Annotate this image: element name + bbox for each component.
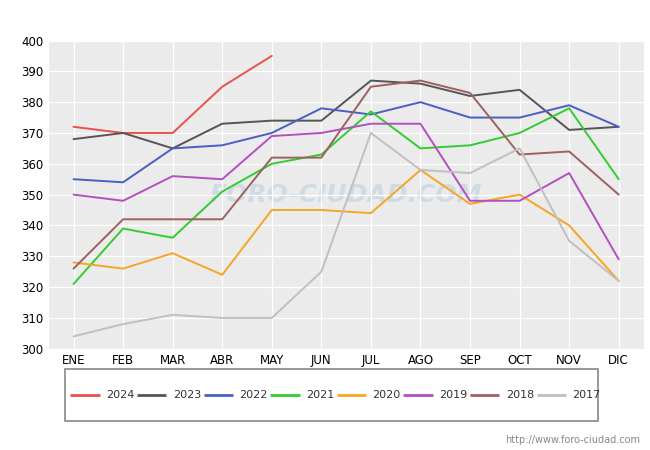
Text: http://www.foro-ciudad.com: http://www.foro-ciudad.com bbox=[505, 435, 640, 445]
FancyBboxPatch shape bbox=[65, 369, 598, 421]
Text: 2018: 2018 bbox=[506, 390, 534, 400]
Text: FORO-CIUDAD.COM: FORO-CIUDAD.COM bbox=[210, 183, 482, 207]
Text: 2020: 2020 bbox=[372, 390, 401, 400]
Text: 2022: 2022 bbox=[239, 390, 268, 400]
Text: 2023: 2023 bbox=[173, 390, 201, 400]
Text: 2024: 2024 bbox=[106, 390, 135, 400]
Text: 2021: 2021 bbox=[306, 390, 334, 400]
Text: 2017: 2017 bbox=[573, 390, 601, 400]
Text: 2019: 2019 bbox=[439, 390, 467, 400]
Text: Afiliados en Gérgal a 31/5/2024: Afiliados en Gérgal a 31/5/2024 bbox=[183, 10, 467, 28]
